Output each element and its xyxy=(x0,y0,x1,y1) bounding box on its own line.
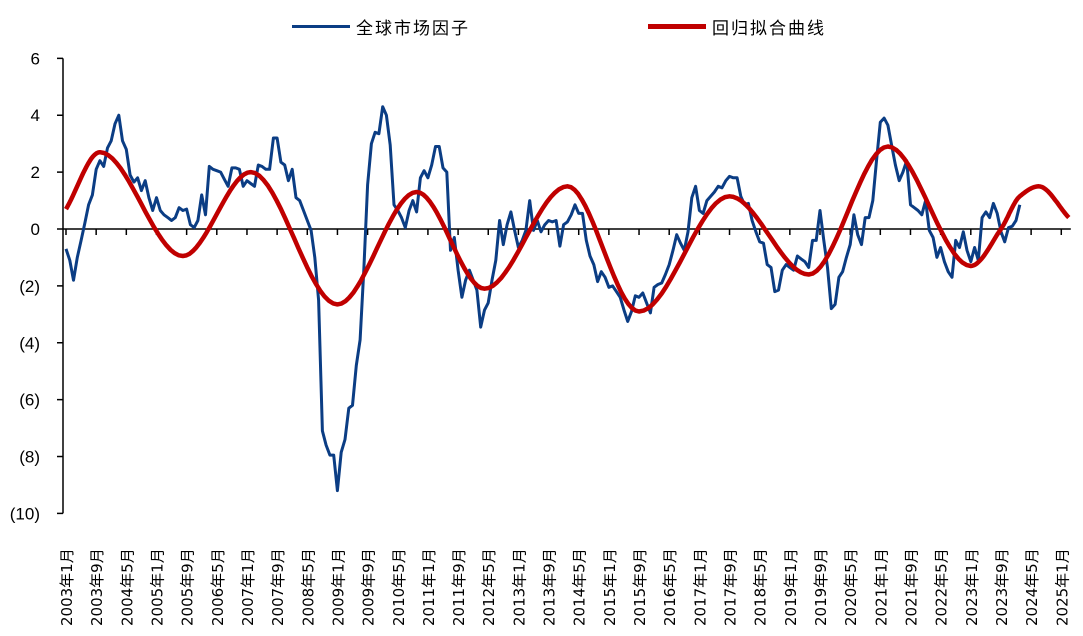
x-tick-label: 2020年5月 xyxy=(842,548,860,626)
x-tick-label: 2014年5月 xyxy=(571,548,589,626)
y-tick-label: (6) xyxy=(19,391,40,410)
x-tick-label: 2011年1月 xyxy=(420,548,438,626)
x-tick-label: 2005年9月 xyxy=(179,548,197,626)
x-tick-label: 2006年5月 xyxy=(209,548,227,626)
x-tick-label: 2019年1月 xyxy=(782,548,800,626)
y-tick-label: 4 xyxy=(31,106,40,125)
y-tick-label: (10) xyxy=(10,504,40,523)
series-line-regression-fit xyxy=(64,144,1071,314)
y-tick-label: 2 xyxy=(31,163,40,182)
x-tick-label: 2015年1月 xyxy=(601,548,619,626)
y-tick-label: 0 xyxy=(31,220,40,239)
legend: 全球市场因子 回归拟合曲线 xyxy=(0,14,1083,44)
x-tick-label: 2003年9月 xyxy=(88,548,106,626)
y-tick-label: (4) xyxy=(19,334,40,353)
x-tick-label: 2010年5月 xyxy=(390,548,408,626)
x-tick-label: 2017年1月 xyxy=(691,548,709,626)
y-tick-label: (2) xyxy=(19,277,40,296)
x-tick-label: 2009年1月 xyxy=(329,548,347,626)
y-tick-label: 6 xyxy=(31,49,40,68)
x-tick-label: 2015年9月 xyxy=(631,548,649,626)
legend-swatch-blue xyxy=(292,25,350,28)
x-tick-label: 2024年5月 xyxy=(1023,548,1041,626)
y-tick-label: (8) xyxy=(19,448,40,467)
x-tick-label: 2009年9月 xyxy=(360,548,378,626)
x-tick-label: 2025年1月 xyxy=(1053,548,1071,626)
x-tick-label: 2016年5月 xyxy=(661,548,679,626)
x-tick-label: 2021年9月 xyxy=(902,548,920,626)
legend-swatch-red xyxy=(648,24,706,29)
x-tick-label: 2007年9月 xyxy=(269,548,287,626)
x-tick-label: 2023年1月 xyxy=(963,548,981,626)
legend-label: 回归拟合曲线 xyxy=(712,19,826,38)
x-tick-label: 2022年5月 xyxy=(933,548,951,626)
legend-item-regression-fit: 回归拟合曲线 xyxy=(648,14,826,39)
x-tick-label: 2011年9月 xyxy=(450,548,468,626)
x-tick-label: 2013年1月 xyxy=(510,548,528,626)
x-tick-label: 2017年9月 xyxy=(722,548,740,626)
legend-label: 全球市场因子 xyxy=(356,19,470,38)
x-tick-label: 2013年9月 xyxy=(541,548,559,626)
x-tick-label: 2018年5月 xyxy=(752,548,770,626)
x-tick-label: 2023年9月 xyxy=(993,548,1011,626)
x-tick-label: 2019年9月 xyxy=(812,548,830,626)
x-tick-label: 2008年5月 xyxy=(299,548,317,626)
x-tick-label: 2005年1月 xyxy=(148,548,166,626)
x-tick-label: 2004年5月 xyxy=(118,548,136,626)
legend-item-global-market-factor: 全球市场因子 xyxy=(292,14,470,39)
x-tick-label: 2021年1月 xyxy=(872,548,890,626)
x-tick-label: 2007年1月 xyxy=(239,548,257,626)
x-tick-label: 2003年1月 xyxy=(58,548,76,626)
x-tick-label: 2012年5月 xyxy=(480,548,498,626)
series-line-global-market-factor xyxy=(64,105,1022,493)
